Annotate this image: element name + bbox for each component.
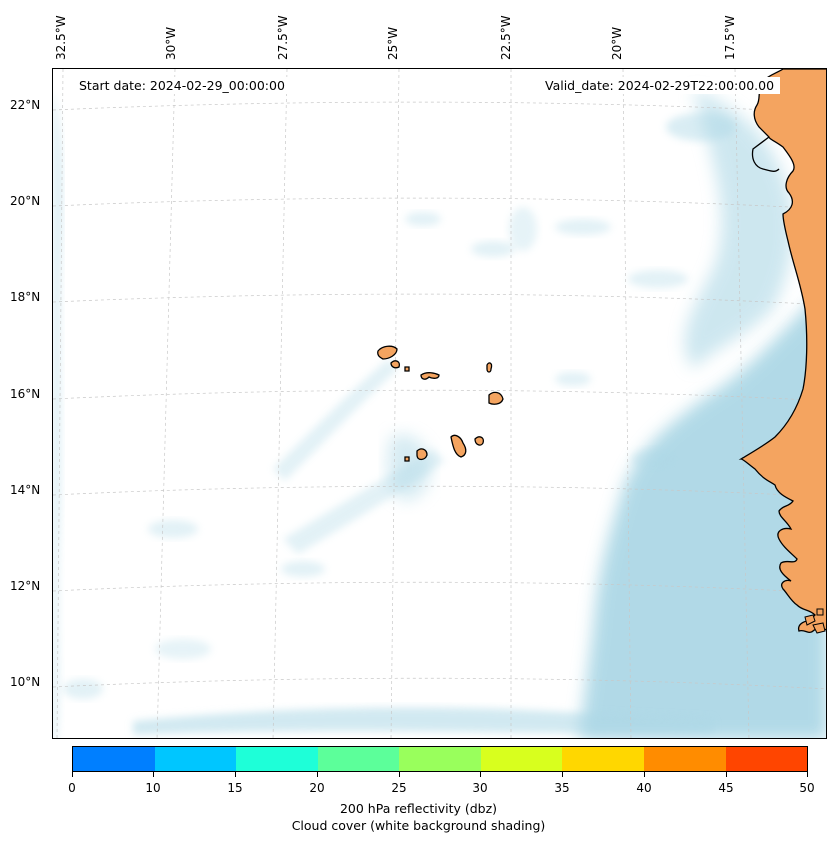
coast-outline-north <box>751 136 780 172</box>
cloud-large-southeast <box>578 286 826 738</box>
colorbar-label-0: 0 <box>68 781 76 795</box>
lat-label-20n: 20°N <box>10 194 41 208</box>
colorbar-segment-35-40 <box>562 747 644 771</box>
cloud-band-bottom <box>133 707 713 735</box>
cloud-patch-12 <box>63 679 103 699</box>
cloud-patch-9 <box>509 207 537 251</box>
colorbar-label-30: 30 <box>472 781 488 795</box>
cloud-patch-6 <box>555 372 591 386</box>
lat-label-22n: 22°N <box>10 98 41 112</box>
colorbar-label-50: 50 <box>799 781 815 795</box>
island-maio <box>474 436 485 446</box>
colorbar-segment-15-20 <box>236 747 318 771</box>
colorbar-label-15: 15 <box>227 781 243 795</box>
cloud-patch-4 <box>471 241 515 257</box>
colorbar-segment-30-35 <box>480 747 563 771</box>
colorbar-label-25: 25 <box>391 781 407 795</box>
cloud-patch-1 <box>666 113 736 141</box>
cloud-patch-3 <box>628 270 688 288</box>
cloud-streak-diagonal <box>273 359 398 481</box>
colorbar-tick-45 <box>726 772 727 777</box>
cloud-cover-shading <box>53 89 826 738</box>
cloud-left-edge <box>53 89 63 738</box>
island-santo-antao <box>377 345 398 360</box>
island-brava <box>404 456 410 462</box>
valid-date-label: Valid_date: 2024-02-29T22:00:00.00 <box>539 77 781 94</box>
colorbar-tick-30 <box>480 772 481 777</box>
cloud-streak-center <box>283 449 445 554</box>
colorbar-segment-10-15 <box>154 747 237 771</box>
cloud-patch-7 <box>148 520 198 538</box>
lon-label-30w: 30°W <box>164 26 178 60</box>
colorbar-segment-20-25 <box>317 747 400 771</box>
bijagos-islands <box>804 608 826 634</box>
colorbar-tick-40 <box>644 772 645 777</box>
lon-label-22-5w: 22.5°W <box>499 15 513 60</box>
colorbar-tick-0 <box>72 772 73 777</box>
island-sao-nicolau <box>420 372 440 380</box>
lon-label-32-5w: 32.5°W <box>54 15 68 60</box>
colorbar-tick-50 <box>807 772 808 777</box>
colorbar-label-20: 20 <box>309 781 325 795</box>
island-santa-luzia <box>404 366 410 372</box>
island-sao-vicente <box>390 360 401 369</box>
lat-label-14n: 14°N <box>10 483 41 497</box>
start-date-label: Start date: 2024-02-29_00:00:00 <box>73 77 291 94</box>
colorbar-segment-25-30 <box>399 747 481 771</box>
colorbar-tick-15 <box>235 772 236 777</box>
colorbar <box>72 746 808 772</box>
colorbar-label-45: 45 <box>718 781 734 795</box>
colorbar-label-40: 40 <box>636 781 652 795</box>
island-boa-vista <box>488 391 504 405</box>
africa-landmass <box>738 69 826 634</box>
map-canvas <box>53 69 826 738</box>
colorbar-label-10: 10 <box>145 781 161 795</box>
cloud-patch-2 <box>555 219 611 235</box>
graticule <box>53 69 826 738</box>
island-sal <box>486 362 493 373</box>
colorbar-tick-20 <box>317 772 318 777</box>
colorbar-segment-0-10 <box>73 747 155 771</box>
cloud-patch-11 <box>155 639 211 659</box>
lon-label-17-5w: 17.5°W <box>723 15 737 60</box>
cape-verde-islands <box>377 345 504 462</box>
map-panel[interactable] <box>52 68 827 739</box>
cloud-patch-10 <box>631 449 675 469</box>
lat-label-10n: 10°N <box>10 675 41 689</box>
lat-label-16n: 16°N <box>10 387 41 401</box>
lon-label-27-5w: 27.5°W <box>276 15 290 60</box>
island-santiago <box>450 434 467 458</box>
colorbar-tick-35 <box>562 772 563 777</box>
colorbar-title-cloud-cover: Cloud cover (white background shading) <box>291 818 546 833</box>
colorbar-segment-45-50 <box>725 747 808 771</box>
cloud-patch-8 <box>281 561 325 577</box>
island-fogo <box>416 448 428 461</box>
colorbar-title-reflectivity: 200 hPa reflectivity (dbz) <box>339 801 498 816</box>
lat-label-12n: 12°N <box>10 579 41 593</box>
colorbar-segment-40-45 <box>643 747 726 771</box>
colorbar-tick-25 <box>399 772 400 777</box>
lon-label-25w: 25°W <box>386 26 400 60</box>
lon-label-20w: 20°W <box>610 26 624 60</box>
lat-label-18n: 18°N <box>10 290 41 304</box>
colorbar-tick-10 <box>153 772 154 777</box>
colorbar-label-35: 35 <box>554 781 570 795</box>
cloud-patch-5 <box>405 212 441 226</box>
cloud-coastal-north <box>684 89 793 369</box>
